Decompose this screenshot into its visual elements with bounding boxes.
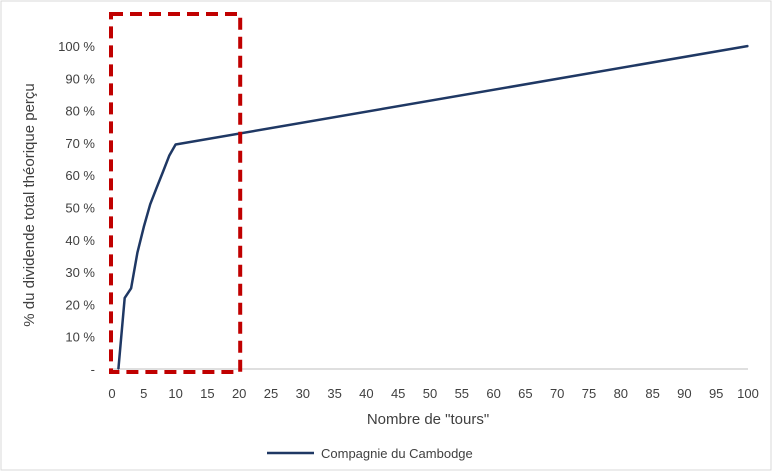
data-point [123,297,126,299]
data-point [136,251,139,254]
x-tick-label: 35 [327,386,341,401]
x-tick-label: 40 [359,386,373,401]
x-tick-label: 45 [391,386,405,401]
x-tick-label: 85 [645,386,659,401]
highlight-box [109,12,243,374]
x-tick-label: 5 [140,386,147,401]
data-point [168,155,171,157]
x-tick-label: 95 [709,386,723,401]
y-tick-label: 100 % [58,39,95,54]
y-tick-label: 70 % [65,136,95,151]
x-tick-label: 55 [455,386,469,401]
x-tick-label: 80 [614,386,628,401]
data-point [149,203,151,206]
x-tick-label: 20 [232,386,246,401]
y-tick-label: 80 % [65,104,95,119]
legend-label: Compagnie du Cambodge [321,446,473,461]
x-tick-label: 75 [582,386,596,401]
x-tick-label: 90 [677,386,691,401]
x-tick-label: 25 [264,386,278,401]
y-tick-label: 20 % [65,297,95,312]
data-point [747,45,749,47]
y-axis-title: % du dividende total théorique perçu [21,83,38,327]
x-axis-title: Nombre de "tours" [367,411,489,428]
data-point [130,287,132,290]
data-point [162,171,164,173]
y-tick-label: - [91,362,95,377]
y-tick-label: 10 % [65,330,95,345]
y-axis-ticks: - 10 % 20 % 30 % 40 % 50 % 60 % 70 % 80 % 90 % 100… [58,39,95,377]
x-tick-label: 60 [486,386,500,401]
data-point [143,226,145,228]
y-tick-label: 30 % [65,265,95,280]
data-point [155,187,158,189]
y-tick-label: 40 % [65,233,95,248]
x-tick-label: 30 [296,386,310,401]
y-tick-label: 60 % [65,168,95,183]
x-axis-ticks: 0 5 10 15 20 25 30 35 40 45 50 55 60 65 70 75 80 85 90 95 10… [108,386,758,401]
x-tick-label: 15 [200,386,214,401]
data-point [174,143,177,146]
y-tick-label: 90 % [65,71,95,86]
x-tick-label: 0 [108,386,115,401]
data-point [117,368,120,370]
x-tick-label: 65 [518,386,532,401]
y-tick-label: 50 % [65,201,95,216]
legend: Compagnie du Cambodge [267,446,473,461]
x-tick-label: 100 [737,386,759,401]
series-layer [117,44,749,370]
x-tick-label: 70 [550,386,564,401]
x-tick-label: 50 [423,386,437,401]
x-tick-label: 10 [168,386,182,401]
